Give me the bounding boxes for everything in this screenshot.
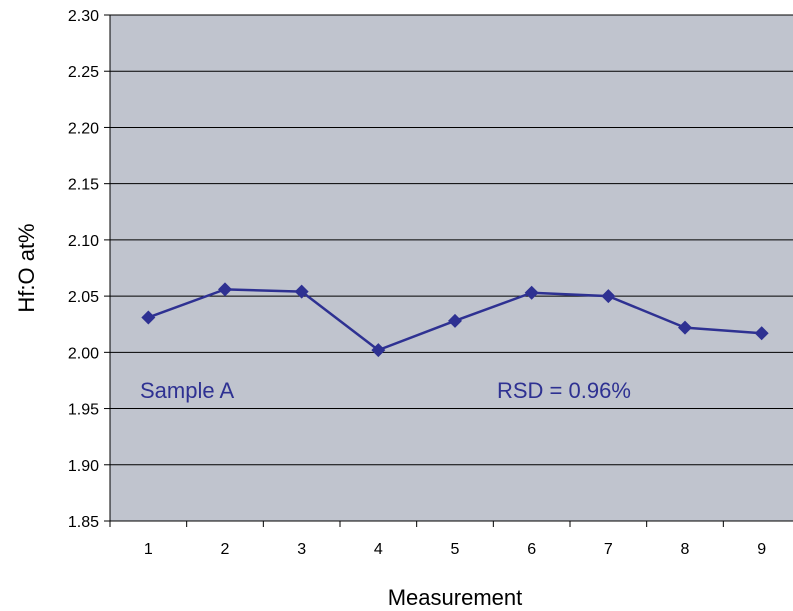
y-tick-labels: 1.85 1.90 1.95 2.00 2.05 2.10 2.15 2.20 2.25 2.30	[68, 8, 99, 531]
y-tick-label: 2.20	[68, 120, 99, 137]
y-tick-label: 2.10	[68, 233, 99, 250]
x-tick-label: 1	[144, 541, 153, 558]
x-tick-label: 3	[297, 541, 306, 558]
x-tick-label: 2	[221, 541, 230, 558]
y-tick-label: 1.90	[68, 458, 99, 475]
y-tick-label: 2.15	[68, 177, 99, 194]
x-tick-label: 7	[604, 541, 613, 558]
plot-area	[110, 15, 793, 521]
series	[141, 282, 769, 358]
data-point	[678, 320, 692, 335]
y-tick-label: 2.25	[68, 64, 99, 81]
axes	[104, 14, 793, 527]
x-tick-label: 4	[374, 541, 383, 558]
x-tick-label: 9	[757, 541, 766, 558]
x-tick-labels: 1 2 3 4 5 6 7 8 9	[144, 541, 766, 558]
y-tick-label: 1.95	[68, 402, 99, 419]
y-tick-label: 2.05	[68, 289, 99, 306]
x-tick-label: 8	[681, 541, 690, 558]
y-tick-label: 2.00	[68, 345, 99, 362]
y-tick-label: 1.85	[68, 514, 99, 531]
data-point	[448, 313, 462, 328]
x-tick-label: 6	[527, 541, 536, 558]
sample-annotation: Sample A	[140, 378, 234, 403]
y-tick-label: 2.30	[68, 8, 99, 25]
data-point	[371, 343, 386, 358]
rsd-annotation: RSD = 0.96%	[497, 378, 631, 403]
data-point	[601, 289, 616, 304]
data-point	[141, 310, 156, 325]
data-point	[524, 285, 539, 300]
data-point	[294, 284, 309, 299]
data-point	[218, 282, 232, 297]
y-axis-title: Hf:O at%	[14, 223, 39, 312]
data-point	[754, 326, 769, 341]
x-axis-title: Measurement	[388, 585, 523, 610]
x-tick-label: 5	[451, 541, 460, 558]
